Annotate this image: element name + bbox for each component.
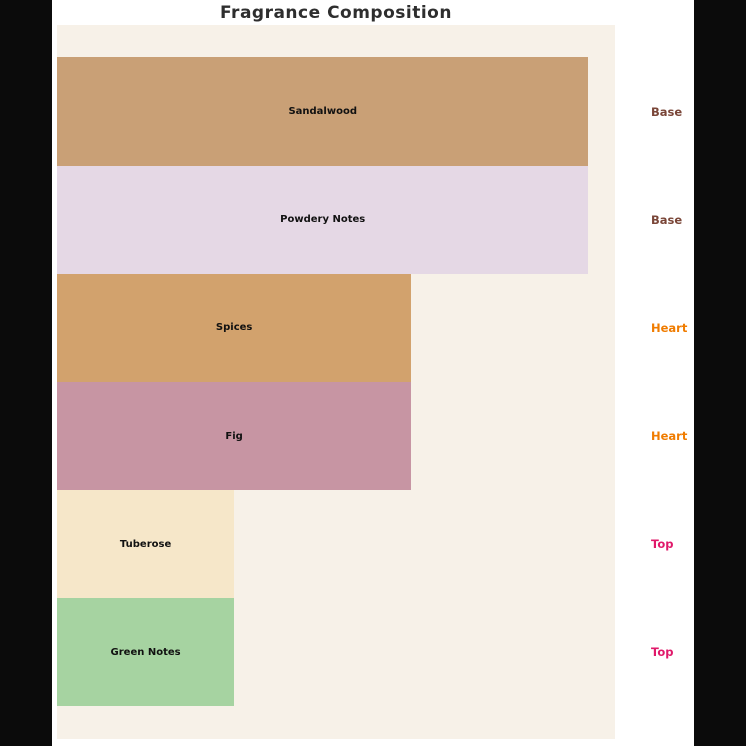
bar-label: Green Notes: [110, 646, 181, 658]
stage-label: Heart: [651, 429, 688, 444]
chart-figure: Fragrance Composition Sandalwood Powdery …: [52, 0, 694, 746]
stage-label: Top: [651, 537, 674, 552]
bar-label: Spices: [215, 322, 253, 334]
bar-tuberose: Tuberose: [57, 490, 235, 599]
bar-powdery-notes: Powdery Notes: [57, 165, 589, 274]
stage-label: Base: [651, 212, 683, 227]
bar-label: Sandalwood: [288, 106, 357, 118]
bar-spices: Spices: [57, 273, 412, 382]
bar-sandalwood: Sandalwood: [57, 57, 589, 166]
plot-area: Sandalwood Powdery Notes Spices Fig Tuberose…: [57, 25, 615, 739]
stage-label: Top: [651, 645, 674, 660]
bar-fig: Fig: [57, 382, 412, 491]
stage-label: Heart: [651, 320, 688, 335]
chart-title: Fragrance Composition: [220, 3, 452, 23]
bar-label: Powdery Notes: [280, 214, 366, 226]
stage-label: Base: [651, 104, 683, 119]
bar-label: Fig: [225, 430, 243, 442]
bar-label: Tuberose: [119, 538, 172, 550]
bar-green-notes: Green Notes: [57, 598, 235, 707]
